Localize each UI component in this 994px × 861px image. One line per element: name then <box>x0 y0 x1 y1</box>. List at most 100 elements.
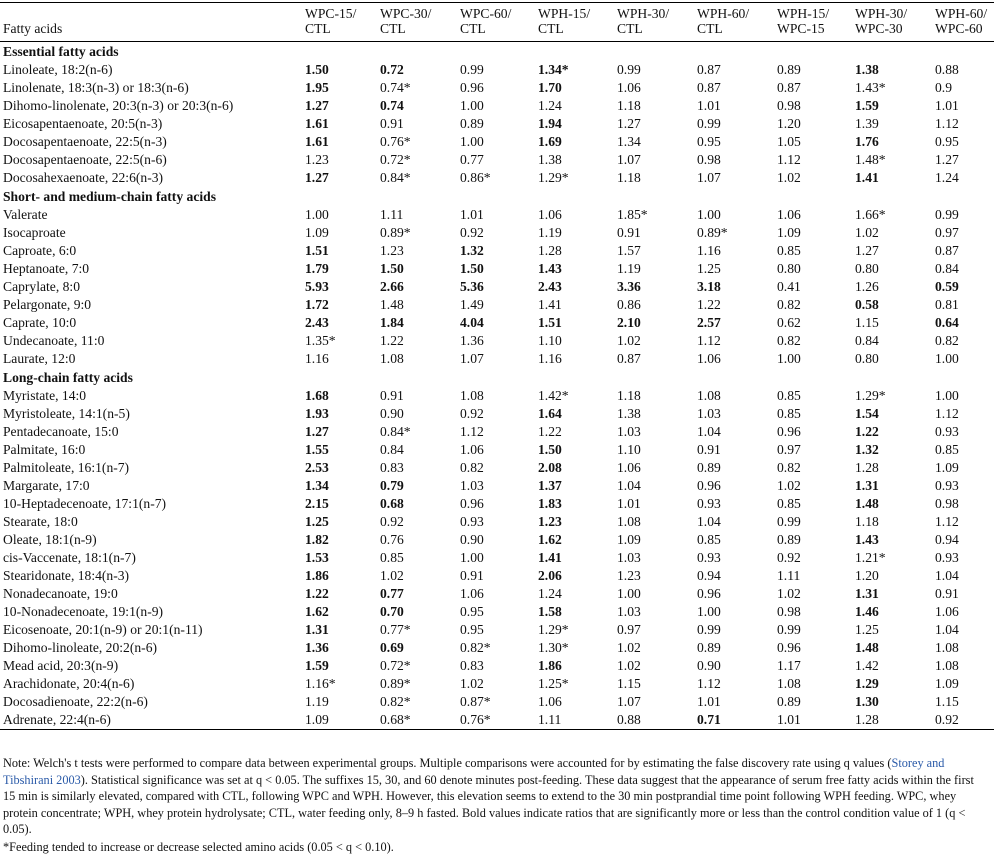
cell: 0.89* <box>380 676 411 691</box>
cell: 1.18 <box>617 388 641 403</box>
cell: 1.95 <box>305 80 329 95</box>
cell: 0.82* <box>380 694 411 709</box>
cell: 0.83 <box>460 658 484 673</box>
cell: 0.99 <box>697 622 721 637</box>
cell: 1.19 <box>538 225 562 240</box>
cell: 0.94 <box>697 568 721 583</box>
cell: 1.08 <box>935 640 959 655</box>
data-row: Isocaproate 1.09 0.89* 0.92 1.19 0.91 0.89* 1.0… <box>0 224 994 242</box>
cell: 0.93 <box>697 496 721 511</box>
notes: Note: Welch's t tests were performed to … <box>3 755 989 855</box>
data-row: Palmitate, 16:0 1.55 0.84 1.06 1.50 1.10 0.91 0… <box>0 441 994 459</box>
cell: 1.34 <box>617 134 641 149</box>
cell: 1.86 <box>305 568 329 583</box>
cell: 1.83 <box>538 496 562 511</box>
cell: 0.99 <box>935 207 959 222</box>
cell: 1.86 <box>538 658 562 673</box>
cell: 0.96 <box>697 586 721 601</box>
cell: 0.99 <box>777 622 801 637</box>
cell: 1.43* <box>855 80 886 95</box>
cell: 1.04 <box>697 514 721 529</box>
cell: 1.22 <box>855 424 879 439</box>
cell: 0.87* <box>460 694 491 709</box>
cell: 0.76 <box>380 532 404 547</box>
cell: 1.34* <box>538 62 569 77</box>
data-row: Valerate 1.00 1.11 1.01 1.06 1.85* 1.00 1.06 1.6… <box>0 206 994 224</box>
cell: 1.59 <box>305 658 329 673</box>
data-row: Nonadecanoate, 19:0 1.22 0.77 1.06 1.24 1.00 0… <box>0 585 994 603</box>
cell: 1.48 <box>855 640 879 655</box>
cell: 0.80 <box>777 261 801 276</box>
cell: 1.57 <box>617 243 641 258</box>
row-label: Docosapentaenoate, 22:5(n-3) <box>3 134 167 149</box>
cell: 0.72 <box>380 62 404 77</box>
row-label: Pentadecanoate, 15:0 <box>3 424 119 439</box>
cell: 1.09 <box>935 676 959 691</box>
cell: 1.16 <box>305 351 329 366</box>
cell: 1.10 <box>617 442 641 457</box>
cell: 1.06 <box>538 207 562 222</box>
cell: 0.94 <box>935 532 959 547</box>
data-row: Myristoleate, 14:1(n-5) 1.93 0.90 0.92 1.64 1… <box>0 405 994 423</box>
cell: 1.00 <box>460 134 484 149</box>
cell: 0.95 <box>697 134 721 149</box>
cell: 1.11 <box>777 568 801 583</box>
cell: 1.04 <box>935 622 959 637</box>
cell: 0.97 <box>777 442 801 457</box>
cell: 0.89 <box>777 532 801 547</box>
cell: 1.94 <box>538 116 562 131</box>
cell: 0.82 <box>777 333 801 348</box>
data-row: Docosapentaenoate, 22:5(n-6) 1.23 0.72* 0.7… <box>0 151 994 169</box>
cell: 0.93 <box>697 550 721 565</box>
column-header: WPH-15/WPC-15 <box>774 3 852 42</box>
column-header: WPC-15/CTL <box>302 3 377 42</box>
section-title: Short- and medium-chain fatty acids <box>3 189 216 204</box>
section-title: Long-chain fatty acids <box>3 370 133 385</box>
cell: 1.30* <box>538 640 569 655</box>
cell: 0.84 <box>380 442 404 457</box>
cell: 1.23 <box>380 243 404 258</box>
cell: 0.72* <box>380 152 411 167</box>
cell: 2.53 <box>305 460 329 475</box>
cell: 0.90 <box>697 658 721 673</box>
cell: 0.84 <box>855 333 879 348</box>
cell: 1.82 <box>305 532 329 547</box>
column-header-line: WPH-60/ <box>935 6 988 21</box>
data-row: Eicosapentaenoate, 20:5(n-3) 1.61 0.91 0.89… <box>0 115 994 133</box>
cell: 0.87 <box>697 62 721 77</box>
cell: 1.48 <box>380 297 404 312</box>
cell: 1.30 <box>855 694 879 709</box>
cell: 1.28 <box>855 460 879 475</box>
cell: 1.41 <box>855 170 879 185</box>
cell: 1.29* <box>538 622 569 637</box>
data-row: Stearidonate, 18:4(n-3) 1.86 1.02 0.91 2.06 1… <box>0 567 994 585</box>
cell: 1.39 <box>855 116 879 131</box>
cell: 1.02 <box>617 640 641 655</box>
cell: 1.00 <box>777 351 801 366</box>
cell: 1.00 <box>305 207 329 222</box>
cell: 1.04 <box>935 568 959 583</box>
cell: 0.69 <box>380 640 404 655</box>
data-row: Docosadienoate, 22:2(n-6) 1.19 0.82* 0.87* 1… <box>0 693 994 711</box>
row-label: Heptanoate, 7:0 <box>3 261 90 276</box>
cell: 4.04 <box>460 315 484 330</box>
column-header: WPC-60/CTL <box>457 3 535 42</box>
cell: 1.01 <box>777 712 801 727</box>
cell: 0.93 <box>460 514 484 529</box>
cell: 1.16 <box>538 351 562 366</box>
column-header-line: WPC-30/ <box>380 6 432 21</box>
data-row: Dihomo-linoleate, 20:2(n-6) 1.36 0.69 0.82*… <box>0 639 994 657</box>
cell: 0.92 <box>460 406 484 421</box>
cell: 0.76* <box>380 134 411 149</box>
row-label: Myristoleate, 14:1(n-5) <box>3 406 130 421</box>
cell: 1.42* <box>538 388 569 403</box>
cell: 0.96 <box>777 640 801 655</box>
cell: 0.89 <box>777 62 801 77</box>
cell: 0.98 <box>935 496 959 511</box>
column-header-line: CTL <box>460 21 486 36</box>
cell: 0.96 <box>777 424 801 439</box>
cell: 1.55 <box>305 442 329 457</box>
data-row: Stearate, 18:0 1.25 0.92 0.93 1.23 1.08 1.04 0.… <box>0 513 994 531</box>
cell: 1.06 <box>538 694 562 709</box>
cell: 1.22 <box>380 333 404 348</box>
